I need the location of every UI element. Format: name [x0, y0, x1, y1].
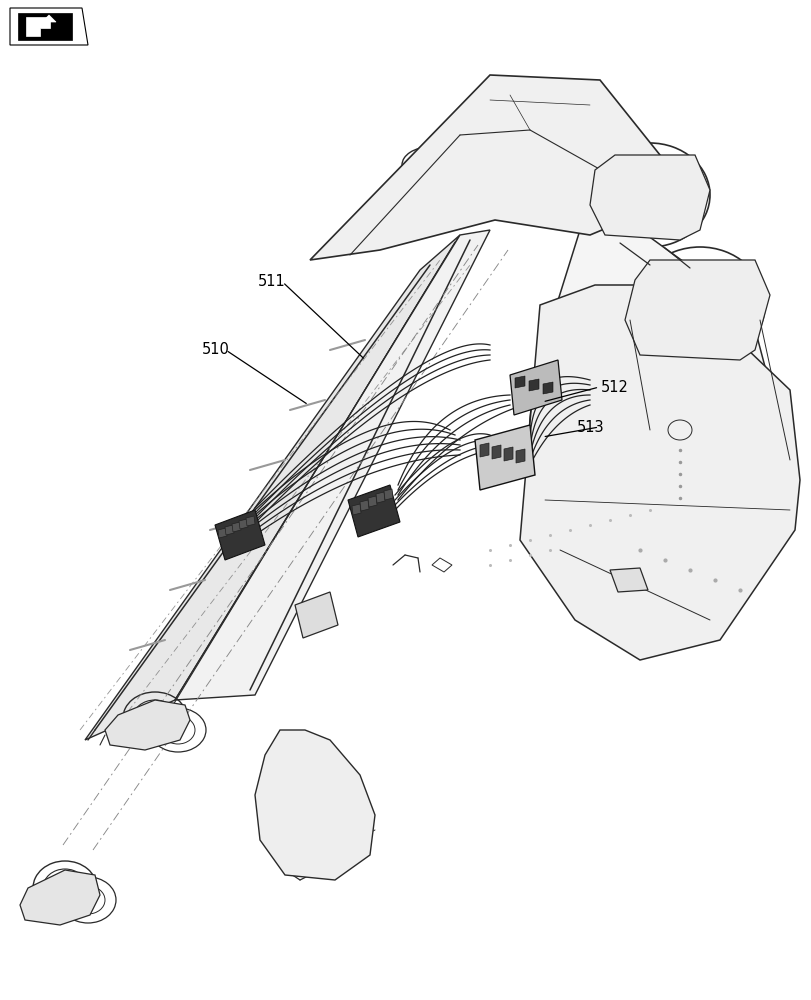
Polygon shape: [367, 496, 376, 507]
Polygon shape: [348, 485, 400, 537]
Polygon shape: [359, 500, 368, 511]
Polygon shape: [519, 285, 799, 660]
Polygon shape: [42, 15, 56, 22]
Polygon shape: [175, 230, 489, 700]
Polygon shape: [509, 360, 561, 415]
Text: 512: 512: [600, 379, 628, 394]
Polygon shape: [624, 260, 769, 360]
Polygon shape: [384, 489, 393, 500]
Polygon shape: [294, 592, 337, 638]
Polygon shape: [225, 525, 234, 535]
Polygon shape: [310, 75, 659, 260]
Polygon shape: [232, 522, 241, 532]
Polygon shape: [479, 443, 488, 457]
Polygon shape: [26, 17, 50, 36]
Text: 510: 510: [201, 342, 229, 358]
Polygon shape: [514, 376, 525, 388]
Polygon shape: [351, 504, 361, 515]
Polygon shape: [554, 230, 794, 520]
Polygon shape: [20, 870, 100, 925]
Polygon shape: [238, 519, 247, 529]
Polygon shape: [18, 13, 72, 40]
Polygon shape: [528, 379, 539, 391]
Polygon shape: [515, 449, 525, 463]
Polygon shape: [105, 700, 190, 750]
Polygon shape: [217, 528, 227, 538]
Polygon shape: [590, 155, 709, 240]
Polygon shape: [10, 8, 88, 45]
Polygon shape: [474, 425, 534, 490]
Polygon shape: [504, 447, 513, 461]
Text: 511: 511: [258, 274, 285, 290]
Polygon shape: [609, 568, 647, 592]
Polygon shape: [375, 492, 384, 503]
Polygon shape: [85, 235, 460, 740]
Polygon shape: [491, 445, 500, 459]
Polygon shape: [246, 516, 255, 526]
Text: 513: 513: [576, 420, 603, 434]
Polygon shape: [543, 382, 552, 394]
Polygon shape: [215, 510, 264, 560]
Polygon shape: [255, 730, 375, 880]
